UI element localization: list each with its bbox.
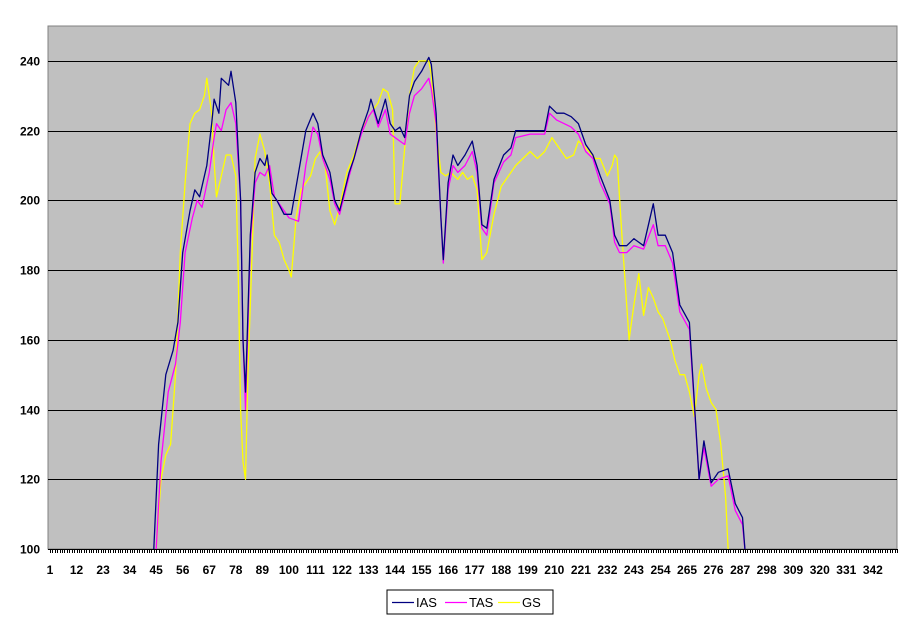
y-tick-label: 140 [20,404,40,418]
x-tick-label: 287 [730,563,750,577]
x-tick-label: 122 [332,563,352,577]
x-tick-label: 232 [597,563,617,577]
x-tick-label: 276 [704,563,724,577]
x-tick-label: 331 [836,563,856,577]
x-tick-label: 166 [438,563,458,577]
x-tick-label: 45 [149,563,163,577]
x-tick-label: 67 [203,563,217,577]
series-line-gs [155,60,729,550]
x-tick-label: 254 [650,563,670,577]
x-tick-label: 177 [465,563,485,577]
x-tick-label: 320 [810,563,830,577]
x-tick-label: 56 [176,563,190,577]
x-tick-label: 111 [306,563,325,577]
y-tick-label: 220 [20,125,40,139]
x-tick-label: 243 [624,563,644,577]
x-tick-label: 78 [229,563,243,577]
x-tick-label: 210 [544,563,564,577]
x-tick-label: 89 [256,563,270,577]
x-tick-label: 23 [96,563,110,577]
x-tick-label: 100 [279,563,299,577]
x-tick-label: 309 [783,563,803,577]
legend-label-tas: TAS [469,595,494,610]
series-line-ias [153,56,746,550]
y-tick-label: 180 [20,264,40,278]
x-tick-label: 342 [863,563,883,577]
x-tick-label: 265 [677,563,697,577]
x-tick-label: 12 [70,563,84,577]
x-tick-label: 34 [123,563,137,577]
x-tick-label: 298 [757,563,777,577]
legend: IAS TAS GS [386,589,554,615]
legend-label-ias: IAS [416,595,437,610]
y-tick-label: 200 [20,194,40,208]
x-tick-label: 133 [359,563,379,577]
legend-label-gs: GS [522,595,541,610]
x-tick-label: 199 [518,563,538,577]
y-tick-label: 240 [20,55,40,69]
plot-area [47,25,898,550]
x-tick-label: 188 [491,563,511,577]
x-tick-label: 155 [412,563,432,577]
x-tick-label: 1 [47,563,54,577]
y-tick-label: 100 [20,543,40,557]
y-tick-label: 120 [20,473,40,487]
y-tick-label: 160 [20,334,40,348]
x-tick-label: 221 [571,563,591,577]
legend-box [386,589,554,615]
x-tick-label: 144 [385,563,405,577]
